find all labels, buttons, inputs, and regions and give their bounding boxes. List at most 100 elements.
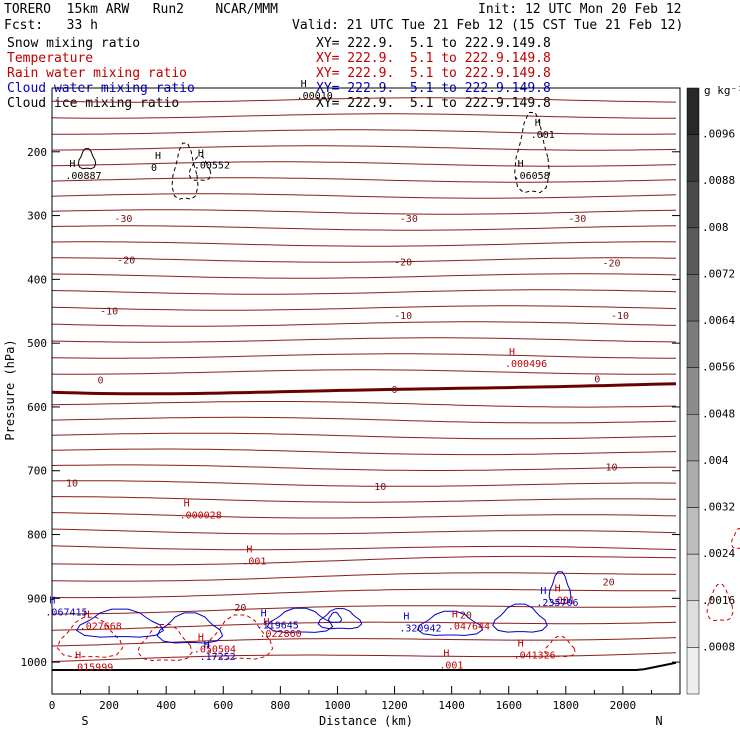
high-marker: H xyxy=(69,159,75,170)
y-tick-label: 400 xyxy=(27,273,47,286)
x-tick-label: 1800 xyxy=(553,699,580,712)
rain-contour xyxy=(730,528,740,550)
rain-contour xyxy=(706,584,734,622)
isotherm-line xyxy=(51,177,677,183)
y-tick-label: 300 xyxy=(27,210,47,223)
isotherm-line xyxy=(51,512,677,519)
colorbar-unit: g kg⁻¹ xyxy=(704,84,740,97)
extremum-value: .000496 xyxy=(505,359,547,370)
extremum-value: .00552 xyxy=(194,160,230,171)
cloud-water-contour xyxy=(492,603,548,633)
high-marker: H xyxy=(184,499,190,510)
colorbar-swatch xyxy=(686,274,700,322)
high-marker: H xyxy=(518,159,524,170)
colorbar-label: .0072 xyxy=(702,267,735,280)
high-marker: H xyxy=(204,640,210,651)
isotherm-line xyxy=(51,369,676,375)
y-tick-label: 600 xyxy=(27,401,47,414)
ice-contour xyxy=(77,148,97,170)
extremum-value: .022860 xyxy=(260,629,302,640)
isotherm-line xyxy=(51,209,677,215)
extremum-value: .047644 xyxy=(448,622,490,633)
field-xy-snow: XY= 222.9. 5.1 to 222.9.149.8 xyxy=(316,36,551,51)
rain-contour xyxy=(56,616,124,658)
high-marker: H xyxy=(443,648,449,659)
high-marker: H xyxy=(198,148,204,159)
isotherm-line xyxy=(51,480,677,487)
isotherm-label: 10 xyxy=(605,463,617,474)
y-tick-label: 700 xyxy=(27,465,47,478)
isotherm-label: 0 xyxy=(392,385,398,396)
colorbar-swatch xyxy=(686,553,700,602)
rain-contour xyxy=(544,636,576,658)
high-marker: H xyxy=(403,611,409,622)
high-marker: H xyxy=(246,545,252,556)
field-name-temperature: Temperature xyxy=(7,51,94,66)
isotherm-line xyxy=(51,555,677,566)
colorbar-label: .0056 xyxy=(702,361,735,374)
forecast-hour: Fcst: 33 h xyxy=(4,18,98,33)
isotherm-line xyxy=(51,545,677,551)
isotherm-label: -20 xyxy=(117,255,135,266)
colorbar-swatch xyxy=(686,647,700,695)
init-time: Init: 12 UTC Mon 20 Feb 12 xyxy=(478,2,682,17)
extremum-value: .17252 xyxy=(200,652,236,663)
colorbar-label: .0088 xyxy=(702,174,735,187)
colorbar-label: .0064 xyxy=(702,314,735,327)
isotherm-label: 10 xyxy=(374,482,386,493)
y-tick-label: 1000 xyxy=(21,656,48,669)
isotherm-line xyxy=(51,464,676,471)
y-tick-label: 500 xyxy=(27,337,47,350)
colorbar-swatch xyxy=(686,180,700,229)
colorbar-swatch xyxy=(686,227,700,275)
isotherm-label: 20 xyxy=(234,603,246,614)
cloud-water-contour xyxy=(548,571,572,605)
y-tick-label: 800 xyxy=(27,529,47,542)
x-axis: 0 200 400 600 800 1000 1200 1400 1600 1800 2000 xyxy=(49,686,652,712)
field-name-rain: Rain water mixing ratio xyxy=(7,66,188,81)
field-name-cloud-ice: Cloud ice mixing ratio xyxy=(7,96,180,111)
isotherm-line xyxy=(51,113,676,119)
colorbar-label: .0048 xyxy=(702,407,735,420)
isotherm-line xyxy=(51,145,677,151)
colorbar-label: .0032 xyxy=(702,501,735,514)
extremum-value: .001 xyxy=(242,557,266,568)
snow-contour xyxy=(514,112,550,194)
isotherm-line xyxy=(52,496,677,503)
x-tick-label: 800 xyxy=(270,699,290,712)
extremum-value: .050504 xyxy=(194,645,236,656)
isotherm-line xyxy=(51,321,677,327)
isotherm-line xyxy=(51,289,677,295)
isotherm-line xyxy=(51,528,677,535)
colorbar-swatch xyxy=(686,87,700,135)
colorbar-label: .0008 xyxy=(702,640,735,653)
cloud-water-contour xyxy=(156,612,224,644)
valid-time: Valid: 21 UTC Tue 21 Feb 12 (15 CST Tue … xyxy=(292,18,684,33)
colorbar-swatch xyxy=(686,600,700,648)
x-tick-label: 1600 xyxy=(495,699,522,712)
temperature-contours xyxy=(51,97,677,671)
colorbar-label: .0016 xyxy=(702,594,735,607)
extremum-value: .001 xyxy=(551,595,575,606)
high-marker: H xyxy=(535,118,541,129)
isotherm-label: -20 xyxy=(602,259,620,270)
high-marker: H xyxy=(555,583,561,594)
high-marker: H xyxy=(75,650,81,661)
high-marker: H xyxy=(540,586,546,597)
extremum-value: .001 xyxy=(531,130,555,141)
isotherm-line xyxy=(51,621,677,631)
x-tick-label: 1000 xyxy=(324,699,351,712)
colorbar-label: .008 xyxy=(702,221,729,234)
colorbar: .0096 .0088 .008 .0072 .0064 .0056 .0048 .004 .0… xyxy=(686,87,735,695)
extremum-value: .119645 xyxy=(257,620,299,631)
extremum-value: .235706 xyxy=(536,598,578,609)
x-tick-label: 2000 xyxy=(610,699,637,712)
isotherm-line xyxy=(52,257,677,263)
isotherm-line xyxy=(51,97,677,103)
extremum-value: .041326 xyxy=(514,650,556,661)
isotherm-line xyxy=(51,432,677,440)
extremum-value: .015999 xyxy=(71,662,113,673)
